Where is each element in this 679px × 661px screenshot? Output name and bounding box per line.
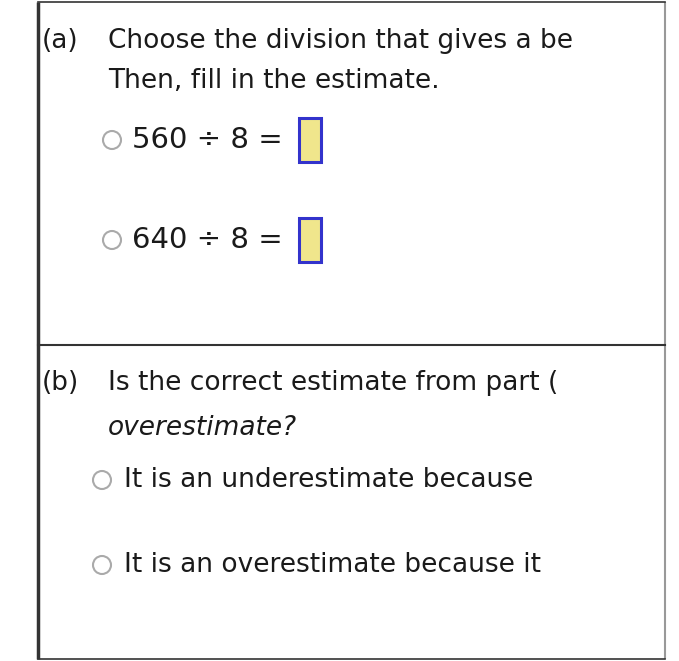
Bar	[299, 118, 321, 162]
Text: It is an overestimate because it: It is an overestimate because it	[124, 552, 541, 578]
Text: 560 ÷ 8 =: 560 ÷ 8 =	[132, 126, 292, 154]
Text: (b): (b)	[42, 370, 79, 396]
Bar	[299, 218, 321, 262]
Text: 640 ÷ 8 =: 640 ÷ 8 =	[132, 226, 292, 254]
Text: Is the correct estimate from part (: Is the correct estimate from part (	[108, 370, 558, 396]
Text: It is an underestimate because: It is an underestimate because	[124, 467, 533, 493]
Text: Choose the division that gives a be: Choose the division that gives a be	[108, 28, 573, 54]
Text: overestimate?: overestimate?	[108, 415, 297, 441]
Text: Then, fill in the estimate.: Then, fill in the estimate.	[108, 68, 439, 94]
Text: (a): (a)	[42, 28, 79, 54]
